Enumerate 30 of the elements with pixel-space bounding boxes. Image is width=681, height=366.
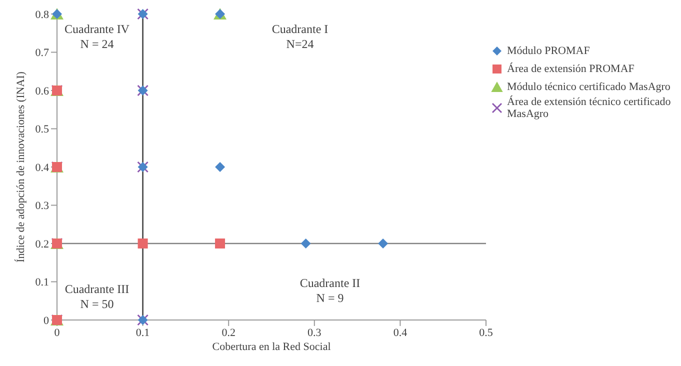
legend-label: Área de extensión PROMAF: [507, 63, 634, 75]
y-tick-label: 0.7: [35, 47, 50, 60]
x-axis-title: Cobertura en la Red Social: [212, 341, 331, 353]
x-tick-label: 0: [54, 326, 60, 339]
y-axis-title: Índice de adopción de innovaciones (INAI): [14, 71, 27, 262]
legend-label: Módulo PROMAF: [507, 45, 590, 57]
annotation: Cuadrante IV N = 24: [64, 22, 130, 52]
point: [215, 162, 226, 172]
point: [215, 238, 226, 248]
annotation: Cuadrante II N = 9: [298, 276, 362, 306]
x-tick-label: 0.5: [479, 326, 494, 339]
y-tick-label: 0: [44, 314, 50, 327]
annotation: Cuadrante III N = 50: [64, 282, 130, 312]
annotation: Cuadrante I N=24: [270, 22, 330, 52]
point: [138, 238, 148, 248]
legend-label: Área de extensión técnico certificado MasAgro: [507, 96, 672, 120]
y-tick-label: 0.6: [35, 85, 50, 98]
x-tick-label: 0.3: [308, 326, 322, 339]
y-tick-label: 0.1: [35, 276, 49, 289]
y-tick-label: 0.3: [35, 200, 50, 212]
y-tick-label: 0.5: [35, 124, 50, 136]
legend-label: Módulo técnico certificado MasAgro: [507, 81, 670, 93]
point: [300, 238, 311, 248]
y-tick-label: 0.4: [35, 162, 50, 174]
y-tick-label: 0.8: [35, 8, 50, 21]
y-tick-label: 0.2: [35, 238, 49, 250]
x-tick-label: 0.1: [136, 326, 150, 339]
x-tick-label: 0.4: [393, 326, 408, 339]
point: [378, 238, 388, 248]
x-tick-label: 0.2: [222, 326, 236, 339]
